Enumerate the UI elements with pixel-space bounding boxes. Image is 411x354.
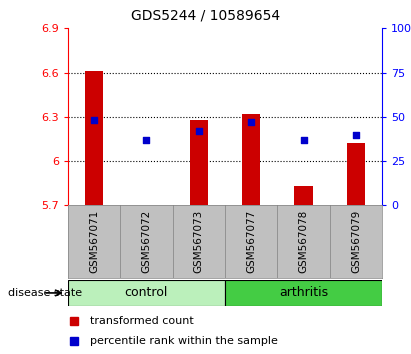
Bar <box>294 186 313 205</box>
Text: GSM567072: GSM567072 <box>141 210 151 273</box>
Text: GSM567073: GSM567073 <box>194 210 204 273</box>
Point <box>248 119 254 125</box>
Text: GDS5244 / 10589654: GDS5244 / 10589654 <box>131 9 280 23</box>
Bar <box>242 114 261 205</box>
Text: transformed count: transformed count <box>90 316 194 326</box>
Text: GSM567077: GSM567077 <box>246 210 256 273</box>
Text: arthritis: arthritis <box>279 286 328 299</box>
Bar <box>189 120 208 205</box>
Bar <box>68 280 225 306</box>
Text: GSM567071: GSM567071 <box>89 210 99 273</box>
Bar <box>225 280 382 306</box>
Text: GSM567079: GSM567079 <box>351 210 361 273</box>
Bar <box>85 71 103 205</box>
Text: control: control <box>125 286 168 299</box>
Point <box>196 128 202 134</box>
Text: percentile rank within the sample: percentile rank within the sample <box>90 336 278 346</box>
Text: disease state: disease state <box>8 288 82 298</box>
Text: GSM567078: GSM567078 <box>299 210 309 273</box>
Bar <box>347 143 365 205</box>
Point <box>143 137 150 143</box>
Point <box>91 118 97 123</box>
Point <box>353 132 359 137</box>
Point <box>300 137 307 143</box>
